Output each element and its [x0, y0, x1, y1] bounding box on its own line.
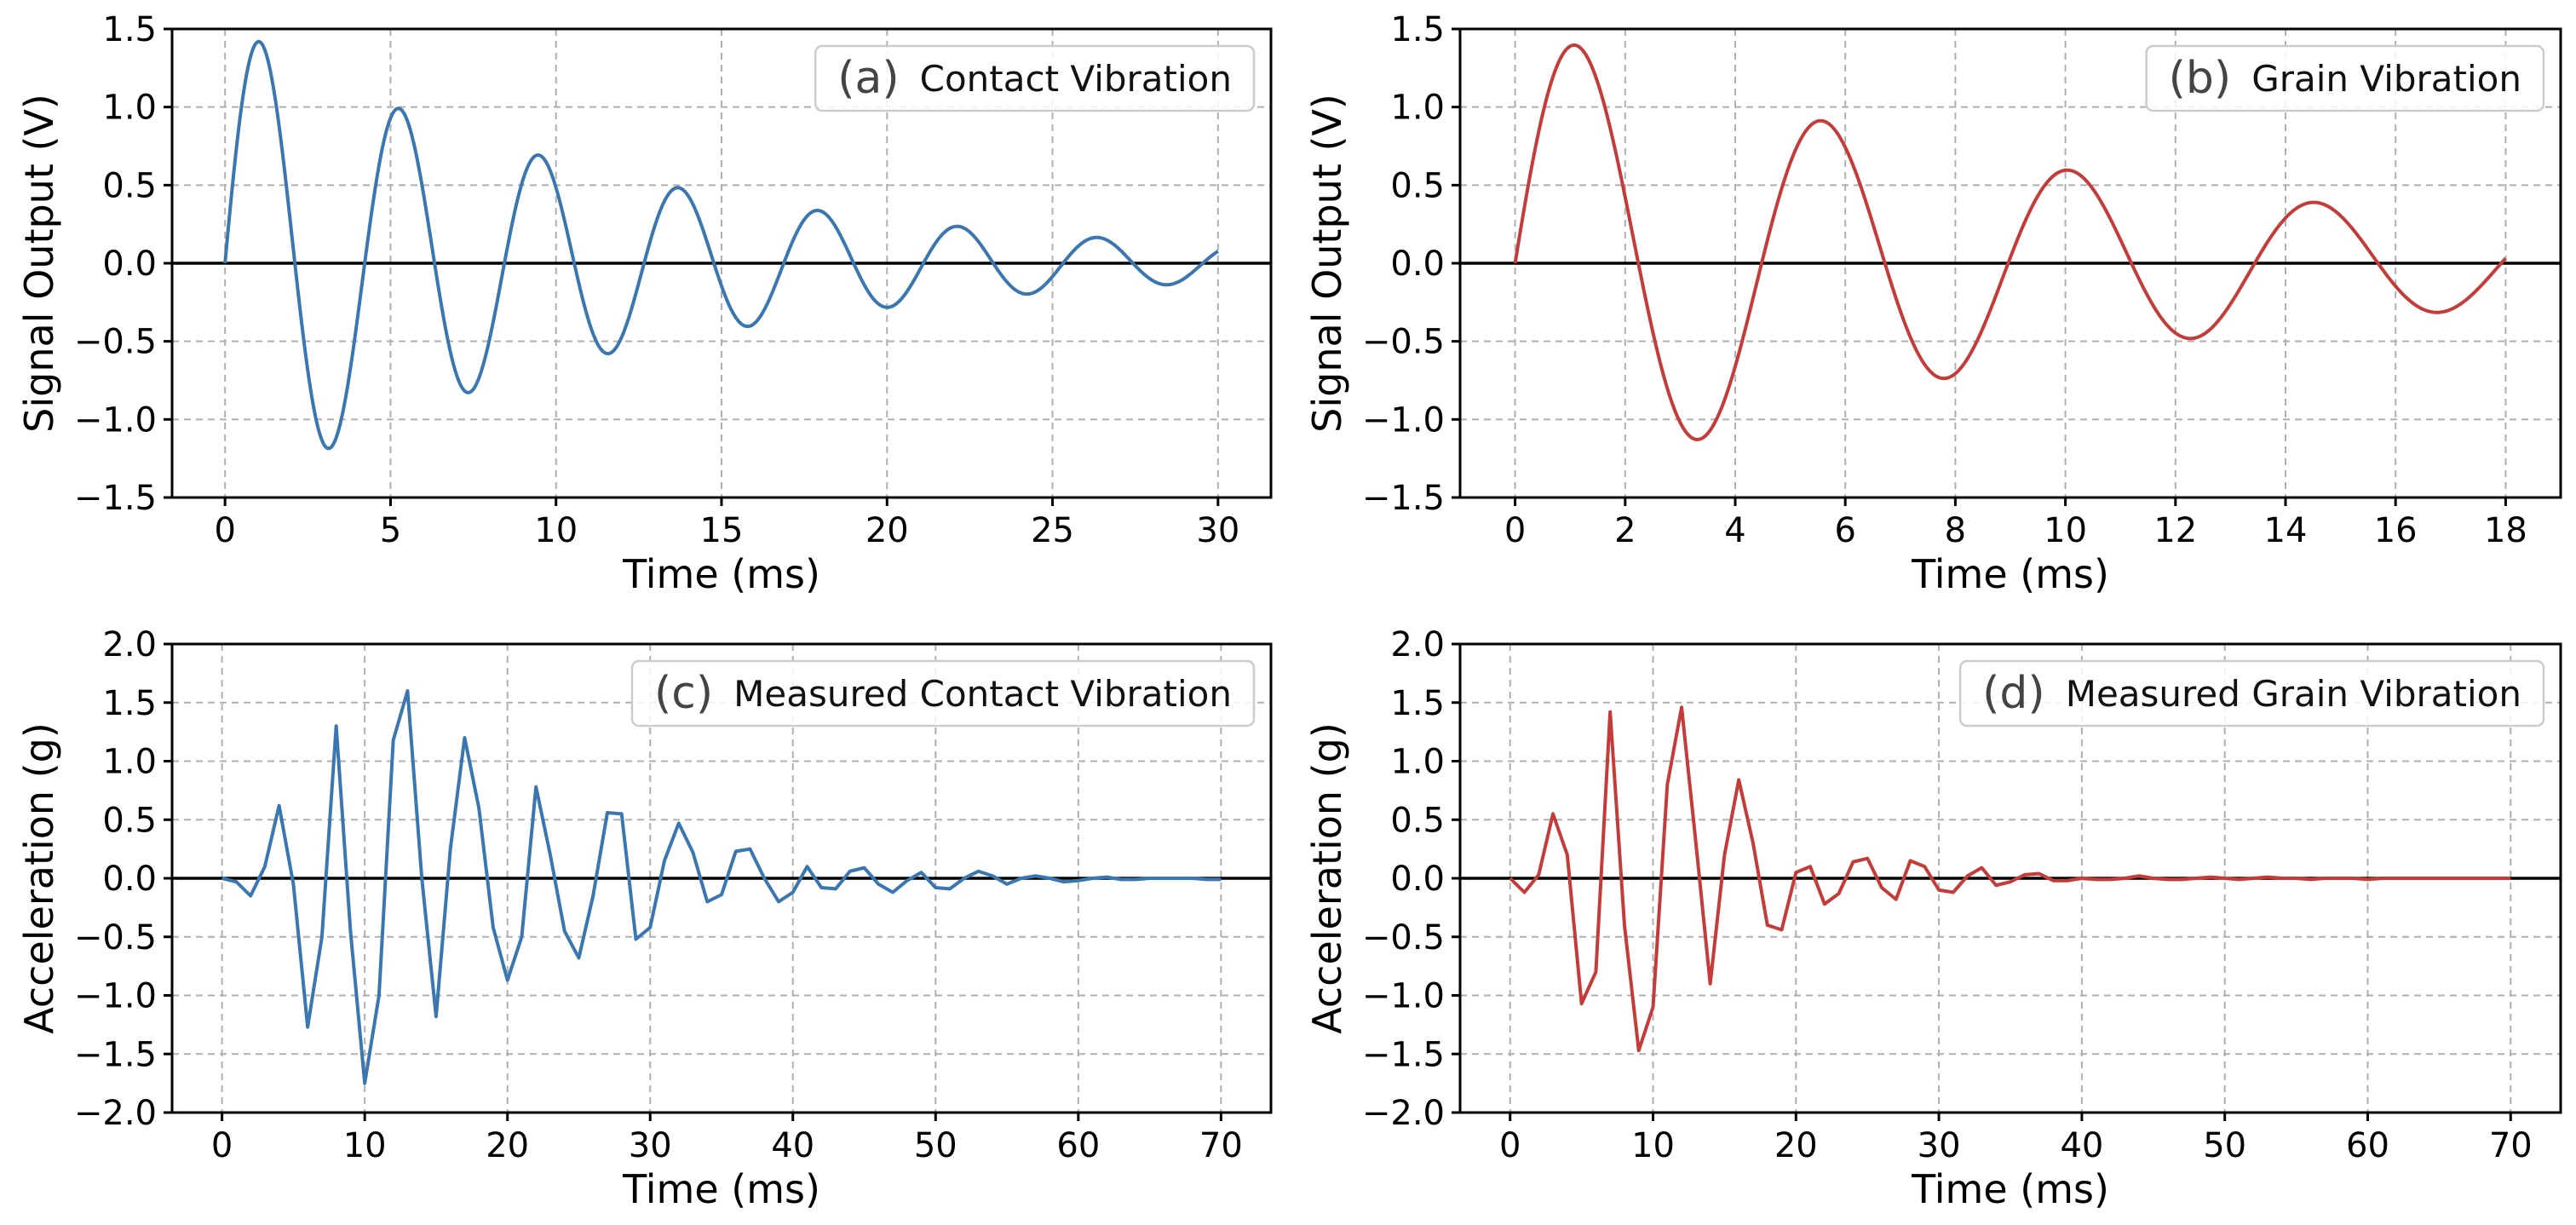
x-tick-label: 6	[1834, 511, 1855, 550]
x-tick-label: 10	[534, 511, 578, 550]
series-line-a	[223, 39, 1219, 451]
x-tick-label: 30	[1196, 511, 1239, 550]
x-axis-label-a: Time (ms)	[622, 551, 820, 597]
series-line-d	[1509, 705, 2511, 1053]
panel-c: 0 10 20 30 40 50 60 70 −2.0 −1.5 −1.0 −0.5 0.0 0.5 1.0…	[16, 625, 1273, 1212]
y-tick-label: 0.5	[102, 166, 157, 205]
x-tick-label: 20	[865, 511, 909, 550]
y-tick-label: 1.0	[1390, 743, 1445, 782]
x-tick-label: 0	[211, 1126, 233, 1165]
x-tick-label: 40	[2060, 1126, 2103, 1165]
x-tick-label: 14	[2264, 511, 2308, 550]
y-tick-label: −1.5	[1362, 1035, 1445, 1074]
legend-b: (b) Grain Vibration	[2145, 44, 2545, 112]
y-tick-label: 0.0	[102, 860, 157, 899]
x-tick-label: 50	[914, 1126, 957, 1165]
y-tick-label: −0.5	[74, 918, 157, 958]
legend-tag: (a)	[837, 53, 899, 104]
y-tick-label: 1.5	[1390, 10, 1445, 49]
legend-box	[814, 44, 1256, 112]
x-tick-label: 30	[629, 1126, 672, 1165]
y-axis-label-b: Signal Output (V)	[1304, 94, 1350, 433]
x-tick-label: 10	[1631, 1126, 1675, 1165]
legend-box	[630, 659, 1256, 728]
y-tick-label: 1.0	[1390, 89, 1445, 128]
x-tick-label: 50	[2203, 1126, 2246, 1165]
y-tick-label: −1.0	[74, 400, 157, 440]
y-tick-label: 0.5	[102, 801, 157, 840]
x-tick-label: 16	[2374, 511, 2418, 550]
y-tick-label: −0.5	[1362, 323, 1445, 362]
x-tick-label: 25	[1031, 511, 1074, 550]
x-tick-label: 30	[1918, 1126, 1961, 1165]
x-tick-label: 8	[1945, 511, 1966, 550]
legend-box	[2145, 44, 2545, 112]
x-tick-label: 40	[771, 1126, 814, 1165]
x-axis-label-d: Time (ms)	[1911, 1166, 2109, 1212]
legend-box	[1958, 659, 2545, 728]
x-tick-label: 15	[700, 511, 744, 550]
x-tick-label: 18	[2484, 511, 2527, 550]
legend-tag: (c)	[654, 668, 713, 719]
x-tick-label: 10	[2044, 511, 2087, 550]
x-tick-label: 60	[2346, 1126, 2389, 1165]
y-tick-label: 1.5	[102, 684, 157, 723]
legend-a: (a) Contact Vibration	[814, 44, 1256, 112]
x-tick-label: 0	[214, 511, 235, 550]
legend-d: (d) Measured Grain Vibration	[1958, 659, 2545, 728]
x-tick-label: 2	[1614, 511, 1636, 550]
x-tick-label: 70	[1199, 1126, 1243, 1165]
y-tick-label: 0.5	[1390, 801, 1445, 840]
y-tick-label: 0.0	[1390, 860, 1445, 899]
x-tick-label: 0	[1504, 511, 1526, 550]
x-tick-label: 60	[1056, 1126, 1100, 1165]
x-axis-label-c: Time (ms)	[622, 1166, 820, 1212]
x-axis-label-b: Time (ms)	[1911, 551, 2109, 597]
y-tick-label: 1.5	[102, 10, 157, 49]
panel-a: 0 5 10 15 20 25 30 −1.5 −1.0 −0.5 0.0 0.5 1.0 1.5 Time…	[16, 10, 1273, 597]
y-tick-label: −1.5	[1362, 479, 1445, 518]
y-tick-label: −1.5	[74, 1035, 157, 1074]
x-tick-label: 4	[1724, 511, 1745, 550]
y-tick-label: −1.0	[1362, 977, 1445, 1016]
legend-entry: Contact Vibration	[920, 58, 1232, 100]
y-tick-label: −1.5	[74, 479, 157, 518]
x-tick-label: 12	[2153, 511, 2197, 550]
y-tick-label: 1.0	[102, 89, 157, 128]
y-tick-label: −2.0	[1362, 1094, 1445, 1133]
y-axis-label-d: Acceleration (g)	[1304, 722, 1350, 1034]
legend-c: (c) Measured Contact Vibration	[630, 659, 1256, 728]
legend-tag: (b)	[2169, 53, 2232, 104]
x-tick-label: 10	[343, 1126, 387, 1165]
y-tick-label: −1.0	[1362, 400, 1445, 440]
panel-b: 0 2 4 6 8 10 12 14 16 18 −1.5 −1.0 −0.5 0.0 0.5 1.0 1.5 T…	[1304, 10, 2562, 597]
y-tick-label: 2.0	[1390, 625, 1445, 664]
legend-entry: Measured Contact Vibration	[733, 673, 1232, 715]
x-tick-label: 0	[1499, 1126, 1521, 1165]
x-tick-label: 5	[380, 511, 401, 550]
y-axis-label-c: Acceleration (g)	[16, 722, 62, 1034]
y-axis-label-a: Signal Output (V)	[16, 94, 62, 433]
y-tick-label: 0.0	[1390, 244, 1445, 284]
y-tick-label: −1.0	[74, 977, 157, 1016]
legend-entry: Grain Vibration	[2251, 58, 2521, 100]
y-tick-label: 2.0	[102, 625, 157, 664]
y-tick-label: 1.5	[1390, 684, 1445, 723]
series-line-b	[1513, 43, 2507, 441]
y-tick-label: −0.5	[74, 323, 157, 362]
legend-tag: (d)	[1982, 668, 2045, 719]
legend-entry: Measured Grain Vibration	[2066, 673, 2521, 715]
x-tick-label: 70	[2489, 1126, 2533, 1165]
panel-d: 0 10 20 30 40 50 60 70 −2.0 −1.5 −1.0 −0.5 0.0 0.5 1.0…	[1304, 625, 2562, 1212]
y-tick-label: −2.0	[74, 1094, 157, 1133]
x-tick-label: 20	[486, 1126, 529, 1165]
y-tick-label: 1.0	[102, 743, 157, 782]
series-line-c	[221, 689, 1222, 1085]
y-tick-label: 0.0	[102, 244, 157, 284]
x-tick-label: 20	[1774, 1126, 1818, 1165]
y-tick-label: −0.5	[1362, 918, 1445, 958]
y-tick-label: 0.5	[1390, 166, 1445, 205]
